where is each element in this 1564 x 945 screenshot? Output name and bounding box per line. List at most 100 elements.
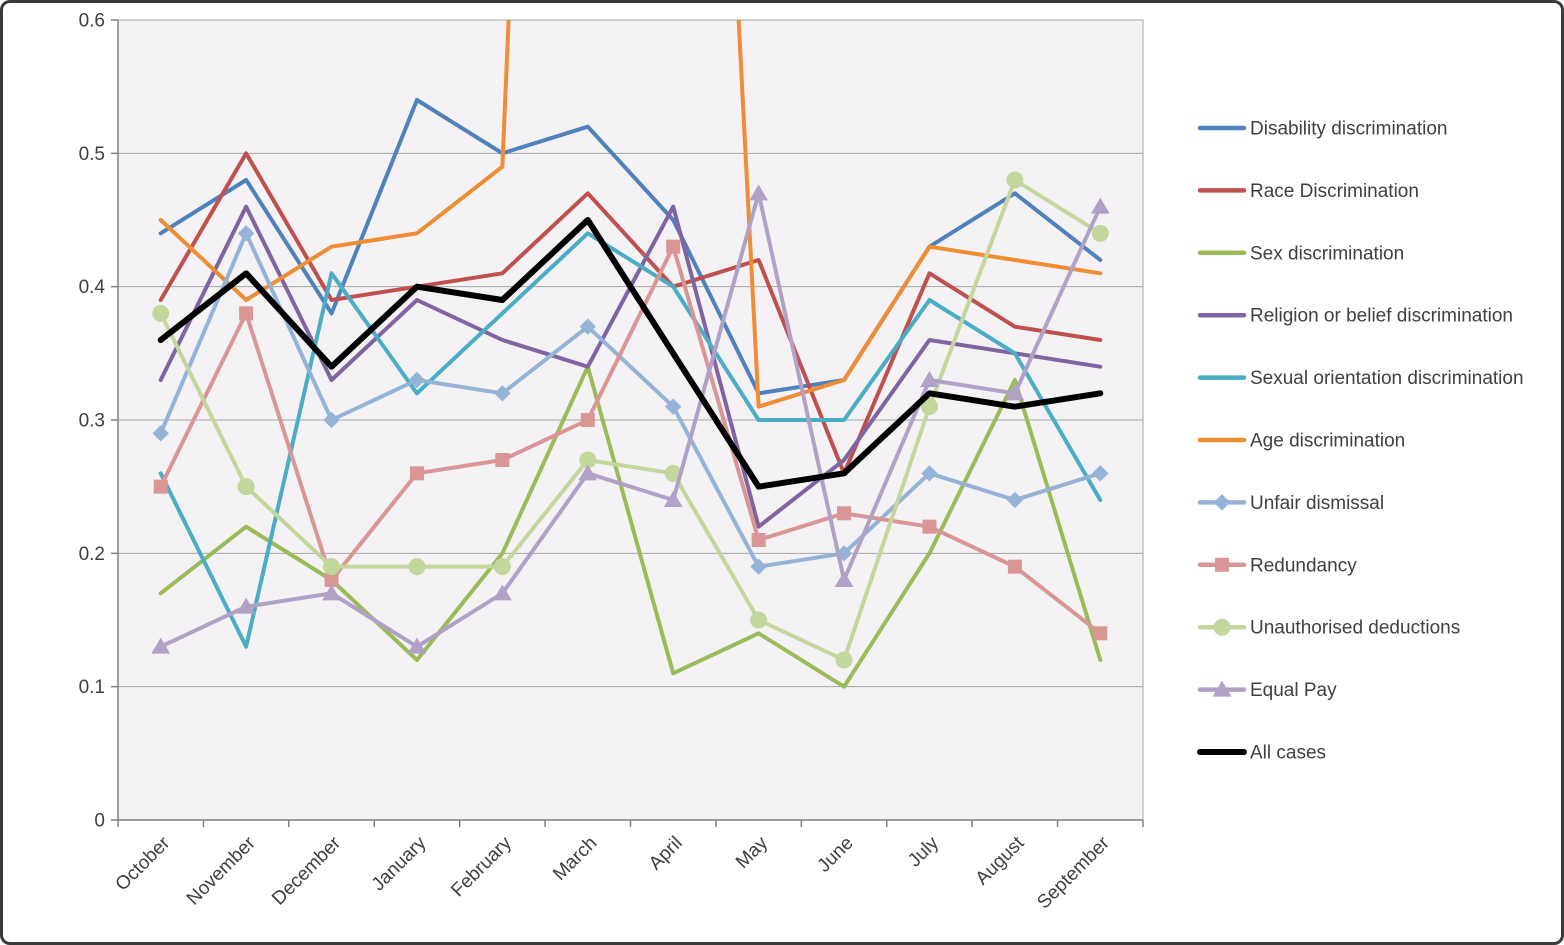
y-axis-label-0-1: 0.1 xyxy=(79,677,105,698)
legend-item-redundancy: Redundancy xyxy=(1197,555,1357,576)
legend-item-sexual-orientation-discrimination: Sexual orientation discrimination xyxy=(1197,368,1524,389)
series-sexual-orientation-discrimination xyxy=(158,231,1103,649)
legend-marker-unfair-dismissal xyxy=(1213,494,1231,511)
x-axis-label-february: February xyxy=(447,832,516,901)
marker-redundancy-september xyxy=(1093,626,1108,641)
x-axis-label-december: December xyxy=(268,832,345,909)
series-line-age-discrimination xyxy=(158,20,1103,409)
x-axis-label-april: April xyxy=(645,833,687,875)
y-axis-label-0-2: 0.2 xyxy=(79,544,105,565)
x-axis-label-may: May xyxy=(732,832,773,873)
series-line-unauthorised-deductions xyxy=(158,178,1103,662)
legend-item-age-discrimination: Age discrimination xyxy=(1197,431,1405,452)
marker-unfair-dismissal-july xyxy=(921,465,938,482)
legend-item-religion-or-belief-discrimination: Religion or belief discrimination xyxy=(1197,306,1513,327)
series-line-race-discrimination xyxy=(158,151,1103,476)
marker-equal-pay-may xyxy=(749,184,768,201)
marker-equal-pay-june xyxy=(834,571,854,587)
legend-label-religion-or-belief-discrimination: Religion or belief discrimination xyxy=(1250,306,1513,327)
series-line-redundancy xyxy=(158,244,1103,636)
legend: Disability discrimination Race Discrimina… xyxy=(1197,119,1524,764)
marker-unauthorised-deductions-august xyxy=(1006,171,1024,189)
series-age-discrimination xyxy=(158,20,1103,409)
marker-unfair-dismissal-february xyxy=(494,385,511,402)
marker-unauthorised-deductions-june xyxy=(835,651,853,669)
marker-unauthorised-deductions-may xyxy=(750,611,768,629)
legend-item-equal-pay: Equal Pay xyxy=(1197,680,1337,701)
x-axis-label-september: September xyxy=(1033,832,1114,913)
legend-item-race-discrimination: Race Discrimination xyxy=(1197,181,1419,202)
marker-redundancy-october xyxy=(153,479,168,494)
series-line-equal-pay xyxy=(158,191,1103,649)
series-line-unfair-dismissal xyxy=(158,231,1103,569)
marker-redundancy-march xyxy=(580,413,595,427)
legend-item-all-cases: All cases xyxy=(1197,743,1326,764)
legend-label-sexual-orientation-discrimination: Sexual orientation discrimination xyxy=(1250,368,1524,389)
marker-unauthorised-deductions-october xyxy=(152,304,170,322)
series-layer xyxy=(151,20,1110,689)
legend-item-disability-discrimination: Disability discrimination xyxy=(1197,119,1447,140)
y-axis-label-0-3: 0.3 xyxy=(79,411,105,432)
marker-redundancy-november xyxy=(239,306,254,321)
x-axis-labels: October November December January February Ma… xyxy=(112,832,1115,913)
marker-equal-pay-december xyxy=(322,584,341,601)
marker-redundancy-july xyxy=(922,519,937,534)
marker-redundancy-may xyxy=(751,533,766,547)
marker-redundancy-april xyxy=(666,239,681,254)
x-axis-label-july: July xyxy=(904,832,943,871)
legend-item-unauthorised-deductions: Unauthorised deductions xyxy=(1197,618,1460,639)
legend-label-sex-discrimination: Sex discrimination xyxy=(1250,243,1404,264)
legend-item-sex-discrimination: Sex discrimination xyxy=(1197,243,1404,264)
legend-label-all-cases: All cases xyxy=(1250,743,1326,764)
series-line-disability-discrimination xyxy=(158,98,1103,396)
series-line-sexual-orientation-discrimination xyxy=(158,231,1103,649)
series-sex-discrimination xyxy=(158,364,1103,689)
legend-marker-equal-pay xyxy=(1212,680,1232,697)
series-line-sex-discrimination xyxy=(158,364,1103,689)
marker-equal-pay-september xyxy=(1090,197,1110,214)
marker-equal-pay-july xyxy=(920,371,939,387)
marker-redundancy-august xyxy=(1007,559,1022,574)
x-axis-label-august: August xyxy=(972,832,1029,889)
y-axis-label-0: 0 xyxy=(94,811,105,832)
marker-equal-pay-october xyxy=(151,637,171,654)
series-unfair-dismissal xyxy=(152,225,1109,575)
line-chart: 0 0.1 0.2 0.3 0.4 0.5 0.6 October November Decemb… xyxy=(79,11,1524,914)
series-all-cases xyxy=(157,217,1104,490)
y-axis-label-0-6: 0.6 xyxy=(79,11,105,32)
x-axis-label-november: November xyxy=(183,832,260,909)
series-unauthorised-deductions xyxy=(152,171,1109,669)
marker-equal-pay-january xyxy=(407,637,427,654)
marker-equal-pay-august xyxy=(1005,384,1025,401)
x-axis-label-january: January xyxy=(368,832,431,895)
x-axis-label-october: October xyxy=(112,832,175,895)
legend-marker-unauthorised-deductions xyxy=(1213,618,1231,636)
legend-label-race-discrimination: Race Discrimination xyxy=(1250,181,1419,202)
marker-equal-pay-november xyxy=(236,597,256,614)
marker-unfair-dismissal-october xyxy=(152,425,169,442)
marker-unauthorised-deductions-november xyxy=(237,478,255,496)
marker-unfair-dismissal-december xyxy=(323,411,340,429)
marker-equal-pay-march xyxy=(578,464,598,481)
legend-marker-redundancy xyxy=(1215,557,1229,572)
legend-label-redundancy: Redundancy xyxy=(1250,555,1357,576)
marker-unfair-dismissal-january xyxy=(408,371,426,389)
x-axis-label-march: March xyxy=(549,833,601,885)
y-axis-label-0-4: 0.4 xyxy=(79,277,106,298)
legend-label-unauthorised-deductions: Unauthorised deductions xyxy=(1250,618,1460,639)
legend-label-age-discrimination: Age discrimination xyxy=(1250,431,1405,452)
legend-label-unfair-dismissal: Unfair dismissal xyxy=(1250,493,1384,514)
marker-redundancy-january xyxy=(409,466,424,481)
marker-equal-pay-february xyxy=(493,584,512,601)
marker-unauthorised-deductions-july xyxy=(920,398,938,416)
marker-redundancy-june xyxy=(837,506,852,521)
marker-unauthorised-deductions-january xyxy=(408,558,426,576)
series-disability-discrimination xyxy=(158,98,1103,396)
marker-unfair-dismissal-august xyxy=(1006,491,1024,509)
marker-redundancy-february xyxy=(495,453,510,467)
marker-equal-pay-april xyxy=(663,491,683,507)
marker-unauthorised-deductions-september xyxy=(1091,224,1109,242)
marker-unauthorised-deductions-february xyxy=(493,558,511,576)
legend-item-unfair-dismissal: Unfair dismissal xyxy=(1197,493,1384,514)
